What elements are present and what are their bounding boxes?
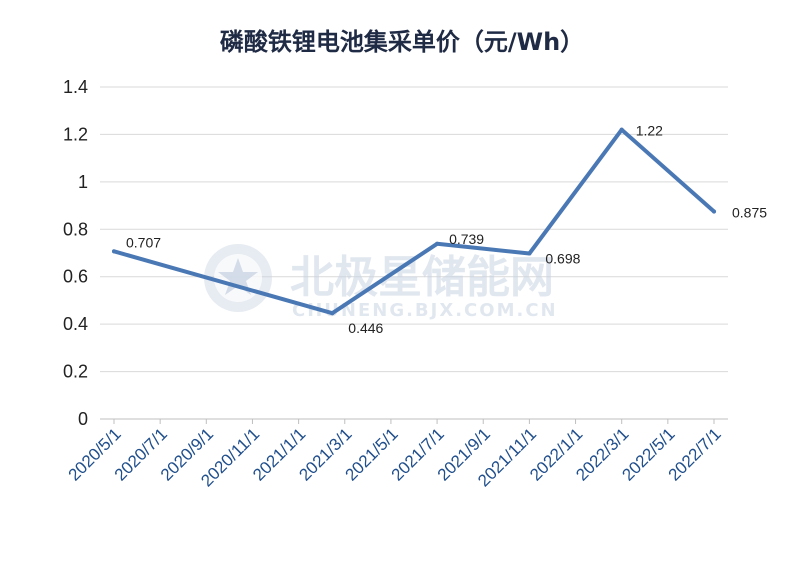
data-point xyxy=(527,251,532,256)
y-tick-label: 1.2 xyxy=(63,124,88,144)
y-tick-label: 0.4 xyxy=(63,314,88,334)
data-label: 0.698 xyxy=(545,250,580,266)
y-tick-label: 1.4 xyxy=(63,77,88,97)
data-label: 1.22 xyxy=(636,123,663,139)
data-point xyxy=(330,311,335,316)
data-point xyxy=(712,209,716,214)
watermark-url: CHUNENG.BJX.COM.CN xyxy=(292,300,558,321)
data-point xyxy=(619,127,624,132)
data-label: 0.446 xyxy=(348,320,383,336)
data-point xyxy=(435,241,440,246)
data-labels: 0.707 0.446 0.739 0.698 1.22 0.875 xyxy=(126,123,767,337)
y-tick-label: 0.6 xyxy=(63,267,88,287)
y-tick-label: 0.8 xyxy=(63,219,88,239)
watermark-brand: 北极星储能网 xyxy=(290,252,554,303)
series-line xyxy=(112,127,716,316)
y-tick-label: 0 xyxy=(78,409,88,429)
y-tick-label: 1 xyxy=(78,172,88,192)
y-tick-label: 0.2 xyxy=(63,362,88,382)
series-path xyxy=(112,127,716,316)
x-axis-ticks: 2020/5/12020/7/12020/9/12020/11/12021/1/… xyxy=(65,419,725,490)
data-point xyxy=(112,249,116,254)
data-label: 0.739 xyxy=(449,231,484,247)
chart-title: 磷酸铁锂电池集采单价（元/Wh） xyxy=(220,28,584,56)
data-label: 0.707 xyxy=(126,234,161,250)
y-axis-ticks: 0 0.2 0.4 0.6 0.8 1 1.2 1.4 xyxy=(63,77,88,429)
data-label: 0.875 xyxy=(732,205,767,221)
